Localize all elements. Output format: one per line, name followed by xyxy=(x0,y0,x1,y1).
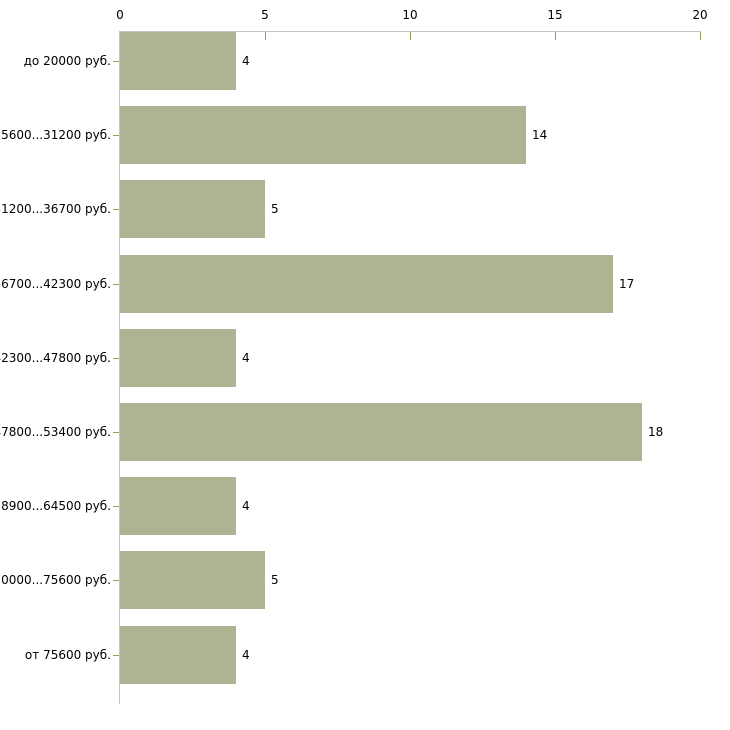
x-tick-label-0: 0 xyxy=(116,8,124,22)
bar-value-label: 5 xyxy=(271,202,279,217)
bar[interactable] xyxy=(120,551,265,610)
bar-row: 17 36700...42300 руб. xyxy=(0,254,730,313)
x-tick-15 xyxy=(555,32,556,40)
bar-row: 14 25600...31200 руб. xyxy=(0,106,730,165)
bar[interactable] xyxy=(120,254,613,313)
y-axis-line xyxy=(119,31,120,704)
x-tick-10 xyxy=(410,32,411,40)
y-tick xyxy=(113,284,119,285)
bar[interactable] xyxy=(120,477,236,536)
category-label: 47800...53400 руб. xyxy=(0,425,111,439)
bar[interactable] xyxy=(120,180,265,239)
y-tick xyxy=(113,209,119,210)
bar[interactable] xyxy=(120,328,236,387)
bar-value-label: 17 xyxy=(619,276,635,291)
y-tick xyxy=(113,580,119,581)
bar[interactable] xyxy=(120,625,236,684)
y-tick xyxy=(113,135,119,136)
x-axis-line xyxy=(120,31,701,32)
bar[interactable] xyxy=(120,106,526,165)
category-label: до 20000 руб. xyxy=(23,54,111,68)
category-label: 25600...31200 руб. xyxy=(0,128,111,143)
bar-value-label: 5 xyxy=(271,573,279,588)
x-tick-label-5: 5 xyxy=(261,8,269,22)
bar-row: 4 42300...47800 руб. xyxy=(0,328,730,387)
category-label: от 75600 руб. xyxy=(24,647,111,662)
bar-value-label: 4 xyxy=(242,350,250,365)
bar-row: 4 58900...64500 руб. xyxy=(0,477,730,536)
bar[interactable] xyxy=(120,32,236,90)
bar-value-label: 4 xyxy=(242,499,250,514)
y-tick xyxy=(113,655,119,656)
x-tick-20 xyxy=(700,32,701,40)
x-tick-label-20: 20 xyxy=(692,8,708,22)
category-label: 58900...64500 руб. xyxy=(0,499,111,514)
bar-value-label: 4 xyxy=(242,54,250,68)
y-tick xyxy=(113,432,119,433)
x-tick-label-15: 15 xyxy=(547,8,563,22)
category-label: 31200...36700 руб. xyxy=(0,202,111,217)
bar-value-label: 14 xyxy=(532,128,548,143)
category-label: 42300...47800 руб. xyxy=(0,350,111,365)
bar-value-label: 18 xyxy=(648,425,664,439)
bar-row: 5 31200...36700 руб. xyxy=(0,180,730,239)
bar-value-label: 4 xyxy=(242,647,250,662)
bar-row: 18 47800...53400 руб. xyxy=(0,403,730,461)
category-label: 70000...75600 руб. xyxy=(0,573,111,588)
y-tick xyxy=(113,506,119,507)
bar-row: 5 70000...75600 руб. xyxy=(0,551,730,610)
bar[interactable] xyxy=(120,403,642,461)
x-tick-label-10: 10 xyxy=(402,8,418,22)
bar-row: 4 от 75600 руб. xyxy=(0,625,730,684)
y-tick xyxy=(113,358,119,359)
bar-row: 4 до 20000 руб. xyxy=(0,32,730,90)
x-tick-5 xyxy=(265,32,266,40)
category-label: 36700...42300 руб. xyxy=(0,276,111,291)
y-tick xyxy=(113,61,119,62)
